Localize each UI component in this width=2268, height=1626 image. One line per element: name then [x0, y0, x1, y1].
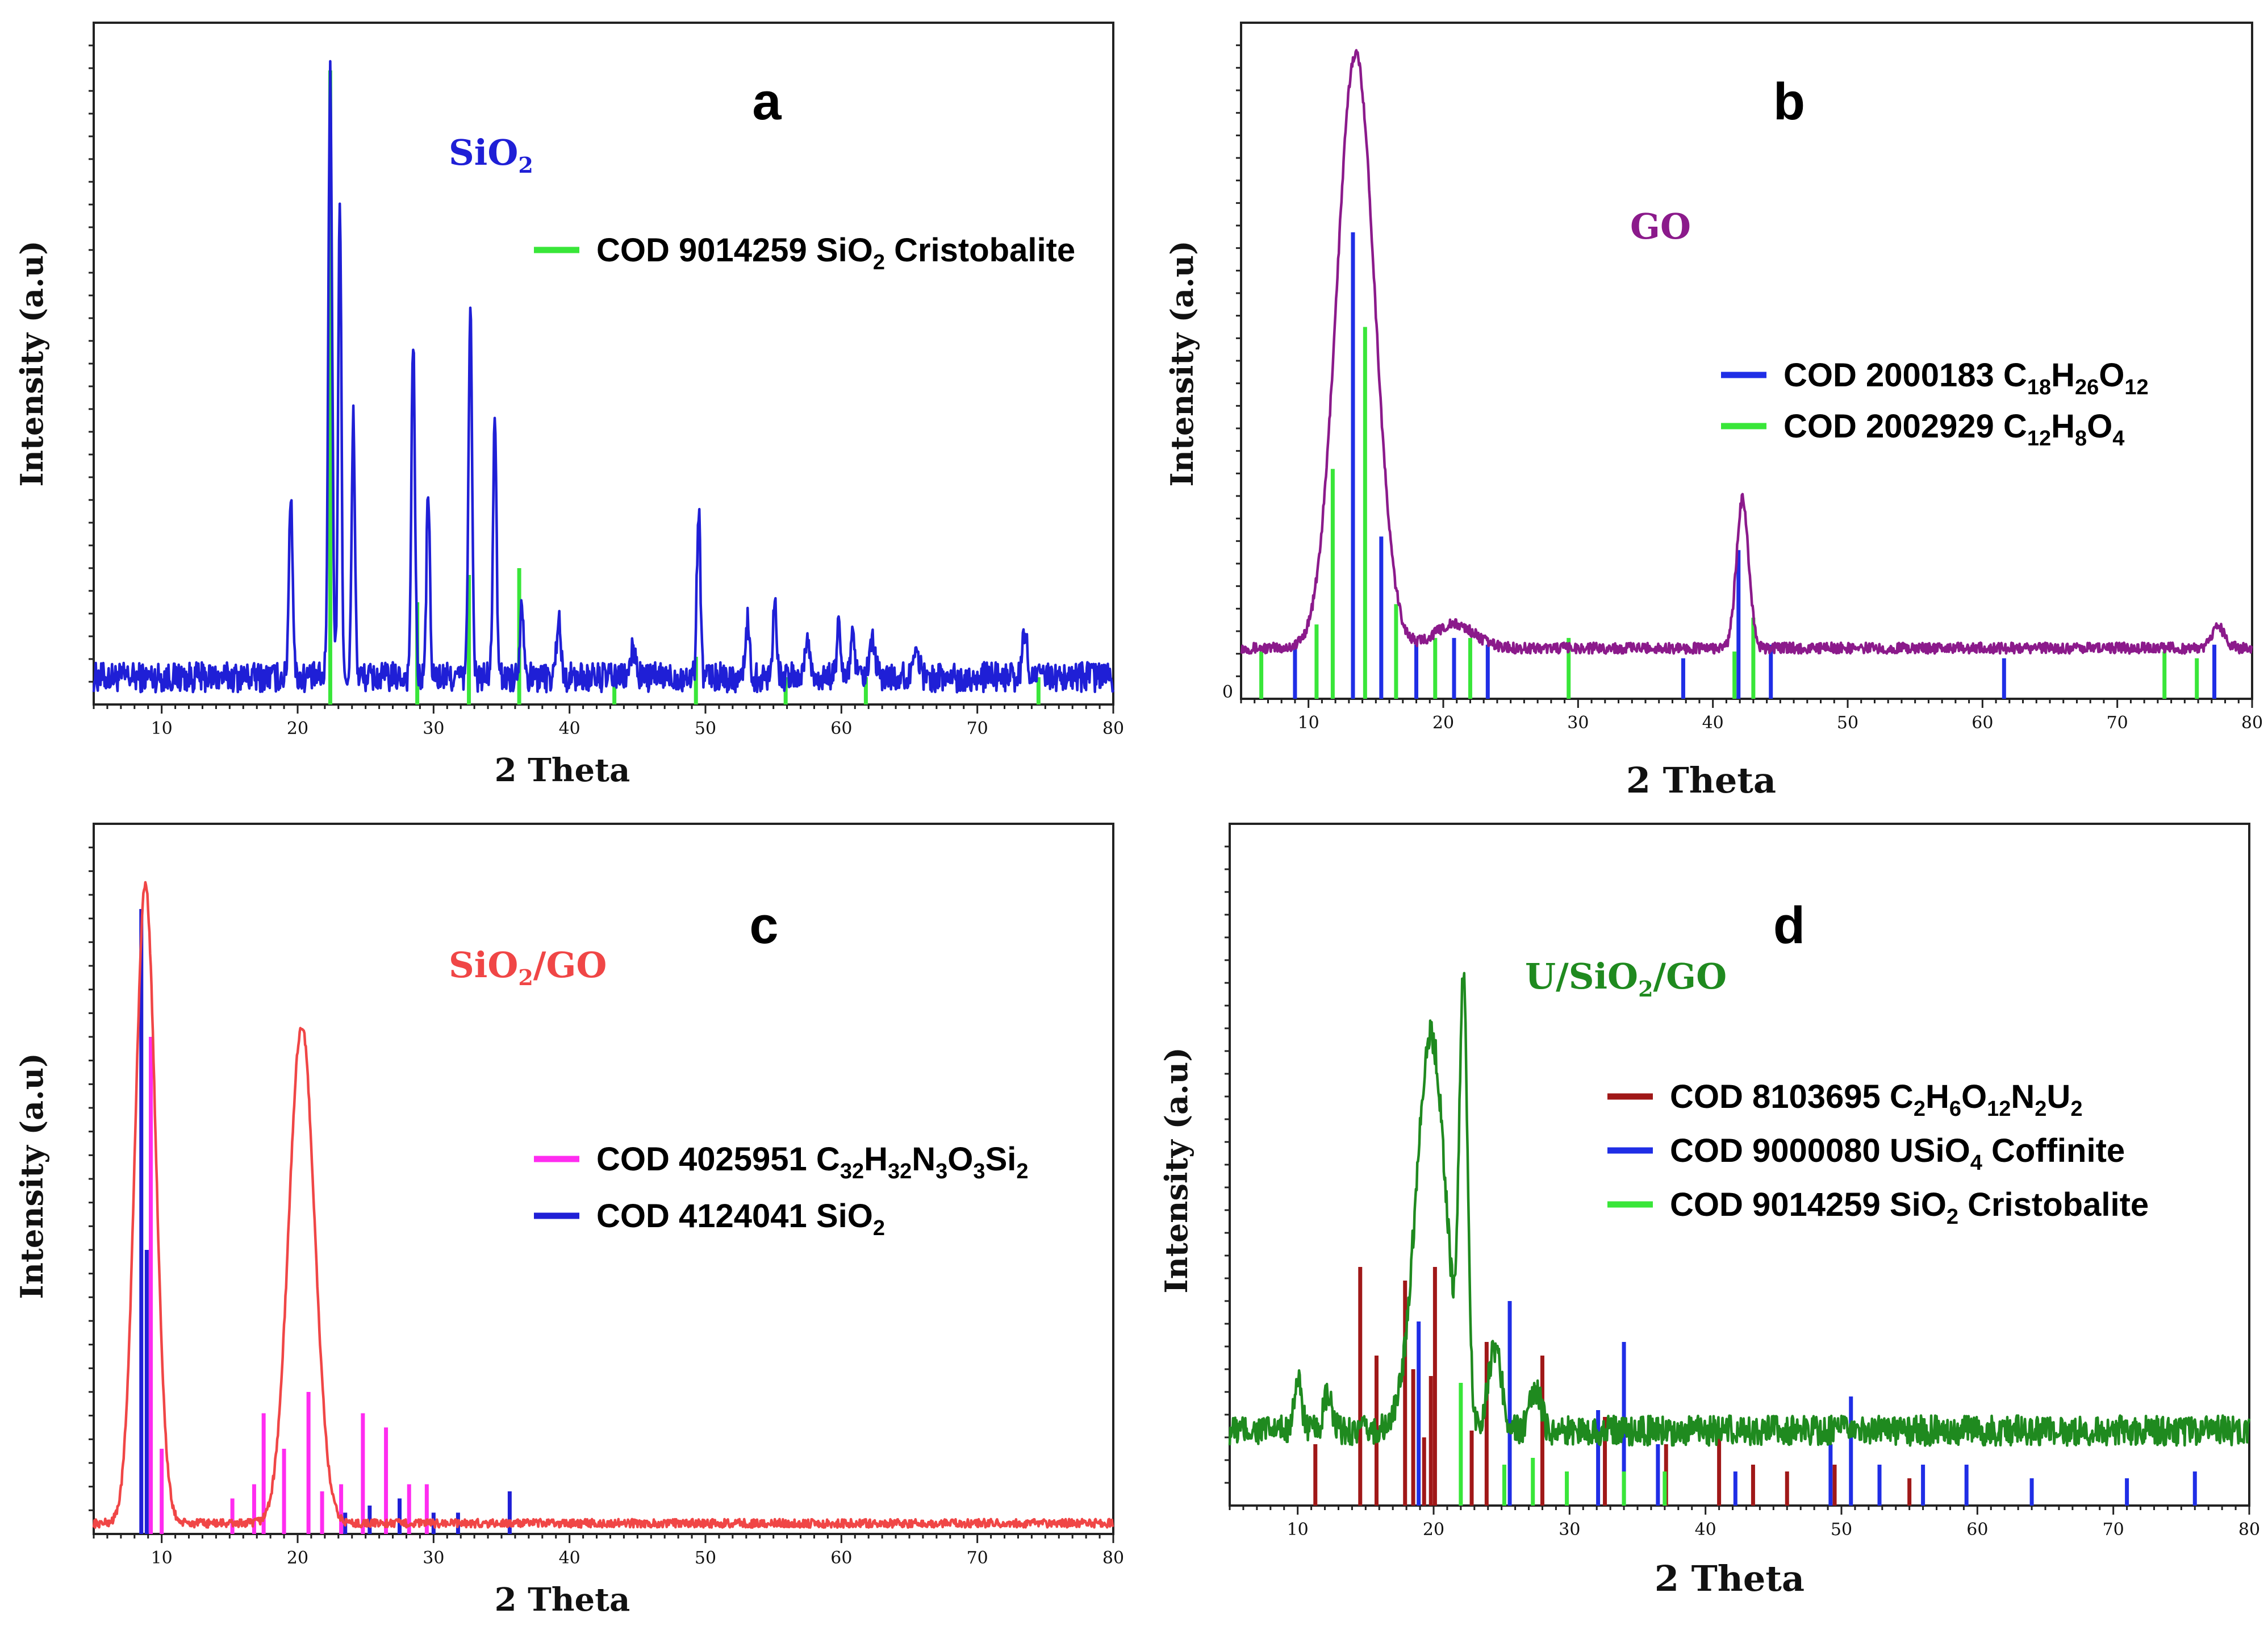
x-tick-label: 50 [695, 1548, 716, 1568]
x-tick-label: 30 [423, 719, 444, 739]
y-tick-label: 0 [1222, 682, 1233, 702]
panel-letter: a [752, 73, 782, 131]
x-tick-label: 70 [967, 719, 988, 739]
legend-label: COD 2000183 C18H26O12 [1784, 357, 2149, 399]
x-tick-label: 10 [151, 1548, 173, 1568]
series-line [1240, 49, 2253, 655]
series-line [1228, 972, 2251, 1447]
x-axis-label: 2 Theta [1626, 760, 1776, 801]
x-tick-label: 80 [2238, 1520, 2260, 1540]
x-tick-label: 20 [1423, 1520, 1444, 1540]
legend-label: COD 9014259 SiO2 Cristobalite [1670, 1186, 2149, 1229]
panel-c: 10 20 30 40 50 60 70 80 c SiO2/GO COD 4025951 C32H… [14, 823, 1124, 1619]
x-tick-label: 60 [830, 1548, 852, 1568]
legend-label: COD 8103695 C2H6O12N2U2 [1670, 1078, 2082, 1121]
x-tick-label: 40 [1702, 713, 1724, 733]
y-axis-label: Intensity (a.u) [14, 1053, 50, 1299]
legend-label: COD 4124041 SiO2 [596, 1198, 885, 1240]
x-axis-label: 2 Theta [1655, 1558, 1805, 1599]
x-axis-label: 2 Theta [495, 1581, 630, 1619]
sample-label: U/SiO2/GO [1525, 956, 1727, 1002]
legend-label: COD 4025951 C32H32N3O3Si2 [596, 1141, 1029, 1183]
panel-d: 10 20 30 40 50 60 70 80 d U/SiO2/GO COD 8103695 C2… [1158, 823, 2260, 1599]
x-axis-label: 2 Theta [495, 752, 630, 789]
x-tick-label: 70 [2107, 713, 2128, 733]
x-tick-label: 20 [287, 1548, 308, 1568]
panel-b: 10 20 30 40 50 60 70 80 0 b GO COD 2000183 C18H26O1… [1164, 22, 2263, 801]
reference-0 [328, 70, 1041, 704]
x-tick-label: 50 [695, 719, 716, 739]
x-tick-label: 80 [1102, 1548, 1124, 1568]
reference-0 [1313, 1267, 1912, 1506]
series-line [92, 60, 1115, 694]
legend-entry: COD 9014259 SiO2 Cristobalite [534, 232, 1075, 274]
x-tick-label: 20 [287, 719, 308, 739]
sample-label: GO [1630, 206, 1691, 247]
y-axis-label: Intensity (a.u) [1164, 240, 1200, 486]
x-tick-label: 30 [1559, 1520, 1580, 1540]
reference-1 [1417, 1301, 2197, 1506]
sample-label: SiO2 [449, 132, 533, 178]
legend-label: COD 9014259 SiO2 Cristobalite [596, 232, 1075, 274]
x-tick-label: 80 [2241, 713, 2263, 733]
x-tick-label: 40 [559, 719, 580, 739]
y-axis-label: Intensity (a.u) [14, 240, 50, 486]
panel-letter: c [749, 897, 778, 954]
x-tick-label: 70 [967, 1548, 988, 1568]
reference-0 [149, 1037, 429, 1534]
legend-entry: COD 8103695 C2H6O12N2U2 [1607, 1078, 2082, 1121]
x-tick-label: 50 [1831, 1520, 1852, 1540]
x-tick-label: 40 [1695, 1520, 1716, 1540]
series-line [92, 881, 1114, 1529]
x-tick-label: 10 [1298, 713, 1319, 733]
panel-letter: d [1773, 897, 1805, 954]
legend-entry: COD 4124041 SiO2 [534, 1198, 885, 1240]
panel-letter: b [1773, 73, 1805, 131]
x-tick-label: 30 [423, 1548, 444, 1568]
legend-entry: COD 9000080 USiO4 Coffinite [1607, 1132, 2125, 1175]
x-tick-label: 60 [830, 719, 852, 739]
sample-label: SiO2/GO [449, 944, 607, 990]
x-tick-label: 70 [2103, 1520, 2124, 1540]
x-tick-label: 10 [1287, 1520, 1309, 1540]
x-tick-label: 10 [151, 719, 173, 739]
legend-entry: COD 4025951 C32H32N3O3Si2 [534, 1141, 1029, 1183]
reference-2 [1459, 1383, 1667, 1506]
reference-0 [1293, 232, 2217, 699]
legend-entry: COD 2000183 C18H26O12 [1721, 357, 2149, 399]
legend-entry: COD 9014259 SiO2 Cristobalite [1607, 1186, 2149, 1229]
x-tick-label: 20 [1432, 713, 1454, 733]
plot-frame [93, 823, 1114, 1535]
legend-label: COD 9000080 USiO4 Coffinite [1670, 1132, 2125, 1175]
reference-1 [1259, 327, 2199, 699]
y-axis-label: Intensity (a.u) [1158, 1047, 1194, 1293]
legend-label: COD 2002929 C12H8O4 [1784, 408, 2124, 451]
x-tick-label: 40 [559, 1548, 580, 1568]
plot-frame [93, 22, 1114, 706]
x-tick-label: 80 [1102, 719, 1124, 739]
panel-a: 10 20 30 40 50 60 70 80 a SiO2 COD 9014259 SiO2 Cr… [14, 22, 1124, 789]
x-tick-label: 50 [1837, 713, 1858, 733]
x-tick-label: 60 [1966, 1520, 1988, 1540]
legend-entry: COD 2002929 C12H8O4 [1721, 408, 2124, 451]
x-tick-label: 60 [1972, 713, 1993, 733]
x-tick-label: 30 [1567, 713, 1589, 733]
